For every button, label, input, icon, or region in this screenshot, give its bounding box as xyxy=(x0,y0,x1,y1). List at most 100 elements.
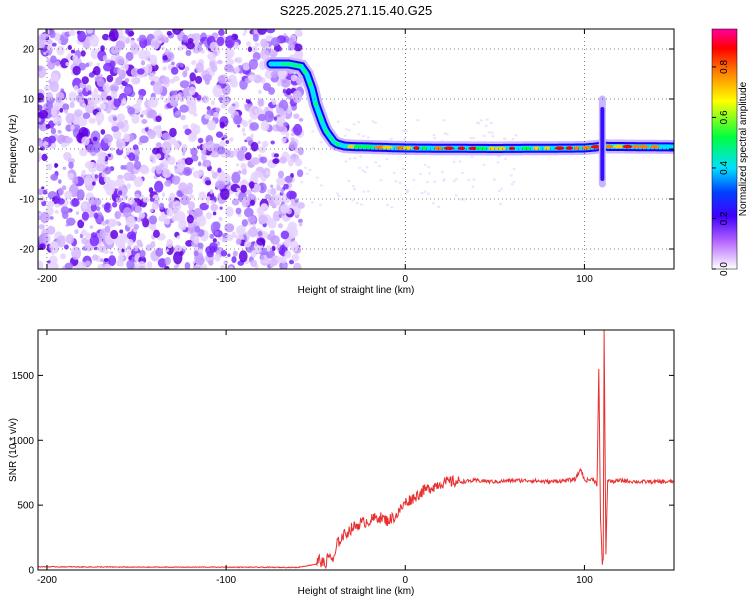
heatmap-cell xyxy=(404,129,408,133)
heatmap-cell xyxy=(243,29,248,34)
snr-x-ticks: -200 -100 0 100 xyxy=(37,330,593,586)
heatmap-cell xyxy=(242,62,251,71)
heatmap-cell xyxy=(189,72,196,82)
heatmap-cell xyxy=(210,203,219,212)
heatmap-cell xyxy=(133,149,141,156)
heatmap-cell xyxy=(103,249,110,255)
heatmap-cell xyxy=(84,174,93,186)
heatmap-cell xyxy=(162,76,170,85)
heatmap-cell xyxy=(136,68,145,75)
heatmap-cell xyxy=(144,63,153,74)
heatmap-cell xyxy=(164,179,172,187)
heatmap-cell xyxy=(353,187,357,191)
heatmap-cell xyxy=(282,88,287,94)
heatmap-cell xyxy=(471,185,475,188)
heatmap-cell xyxy=(166,207,174,217)
heatmap-cell xyxy=(155,166,163,175)
heatmap-cell xyxy=(277,223,283,229)
heatmap-cell xyxy=(164,265,170,269)
heatmap-cell xyxy=(269,49,278,58)
heatmap-cell xyxy=(216,36,225,47)
heatmap-cell xyxy=(218,29,225,36)
heatmap-cell xyxy=(304,166,308,169)
heatmap-cell xyxy=(236,187,241,192)
heatmap-cell xyxy=(225,140,230,144)
heatmap-cell xyxy=(75,211,80,215)
snr-x-tick-label: 0 xyxy=(402,575,408,586)
heatmap-cell xyxy=(68,91,78,103)
heatmap-cell xyxy=(433,180,437,184)
heatmap-cell xyxy=(220,264,226,269)
heatmap-cell xyxy=(293,43,303,52)
heatmap-cell xyxy=(241,197,250,208)
heatmap-cell xyxy=(123,155,128,159)
heatmap-cell xyxy=(187,209,194,215)
heatmap-cell xyxy=(162,55,169,61)
heatmap-cell xyxy=(428,172,432,175)
heatmap-cell xyxy=(352,123,356,126)
heatmap-cell xyxy=(250,133,255,139)
heatmap-cell xyxy=(100,45,105,52)
heatmap-cell xyxy=(62,166,67,170)
heatmap-cell xyxy=(178,182,188,192)
heatmap-cell xyxy=(93,88,98,95)
heatmap-cell xyxy=(231,198,240,206)
heatmap-cell xyxy=(96,62,100,68)
heatmap-cell xyxy=(210,65,218,72)
colorbar-tick-label: 0.4 xyxy=(719,161,730,175)
heatmap-cell xyxy=(90,203,97,212)
heatmap-cell xyxy=(247,46,253,53)
heatmap-cell xyxy=(270,263,275,268)
heatmap-cell xyxy=(197,137,204,144)
heatmap-cell xyxy=(134,193,140,199)
heatmap-cell xyxy=(242,120,249,128)
heatmap-x-axis-label: Height of straight line (km) xyxy=(298,285,415,296)
heatmap-cell xyxy=(38,40,46,50)
heatmap-cell xyxy=(291,253,300,262)
heatmap-cell xyxy=(510,183,514,186)
track-peak xyxy=(302,69,308,74)
heatmap-cell xyxy=(500,187,504,190)
heatmap-cell xyxy=(109,60,116,68)
snr-line xyxy=(38,330,674,570)
heatmap-cell xyxy=(363,170,367,174)
heatmap-cell xyxy=(88,196,98,206)
heatmap-cell xyxy=(472,136,476,140)
heatmap-cell xyxy=(270,187,277,196)
heatmap-cell xyxy=(216,146,226,155)
heatmap-cell xyxy=(164,154,168,159)
heatmap-cell xyxy=(265,245,272,252)
heatmap-cell xyxy=(122,207,132,218)
heatmap-cell xyxy=(112,201,118,208)
heatmap-cell xyxy=(212,211,217,216)
heatmap-cell xyxy=(257,89,262,95)
heatmap-cell xyxy=(305,172,309,175)
heatmap-cell xyxy=(103,176,111,184)
heatmap-cell xyxy=(117,174,124,180)
heatmap-cell xyxy=(215,180,225,190)
heatmap-cell xyxy=(262,82,272,92)
heatmap-cell xyxy=(286,94,293,100)
heatmap-cell xyxy=(272,210,281,222)
track-peak xyxy=(395,146,406,150)
heatmap-cell xyxy=(72,178,79,185)
heatmap-cell xyxy=(270,140,275,145)
heatmap-cell xyxy=(279,156,287,164)
heatmap-cell xyxy=(294,199,299,203)
heatmap-cell xyxy=(512,167,516,171)
heatmap-cell xyxy=(90,48,100,60)
track-peak xyxy=(632,144,640,149)
heatmap-cell xyxy=(77,261,87,269)
heatmap-cell xyxy=(472,178,476,181)
heatmap-cell xyxy=(240,162,247,170)
heatmap-cell xyxy=(76,189,85,201)
heatmap-cell xyxy=(196,44,203,53)
heatmap-cell xyxy=(179,29,184,32)
heatmap-cell xyxy=(236,149,245,161)
heatmap-cell xyxy=(213,111,220,118)
heatmap-cell xyxy=(110,46,121,55)
heatmap-cell xyxy=(371,120,375,123)
heatmap-cell xyxy=(458,160,462,163)
heatmap-cell xyxy=(484,124,488,127)
heatmap-cell xyxy=(235,207,242,215)
